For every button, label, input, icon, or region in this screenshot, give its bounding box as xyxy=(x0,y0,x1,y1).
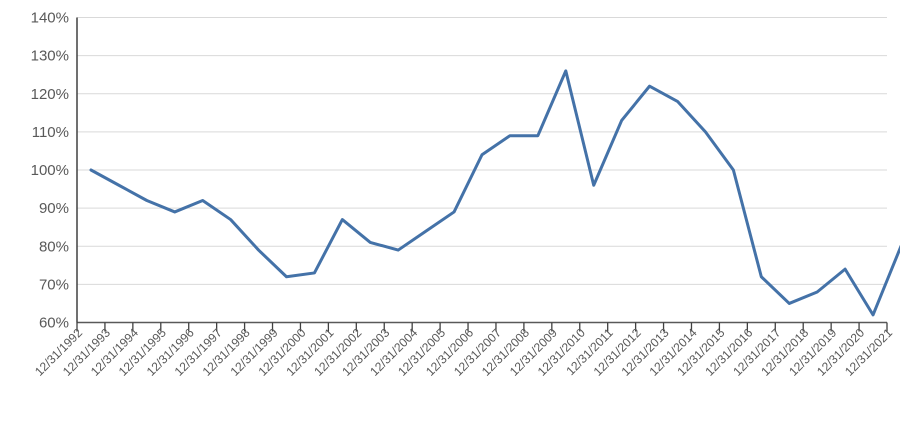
svg-text:140%: 140% xyxy=(31,10,69,27)
svg-text:120%: 120% xyxy=(31,86,69,103)
svg-text:130%: 130% xyxy=(31,48,69,65)
svg-text:80%: 80% xyxy=(39,238,69,255)
svg-text:90%: 90% xyxy=(39,200,69,217)
svg-text:100%: 100% xyxy=(31,162,69,179)
svg-text:60%: 60% xyxy=(39,315,69,332)
svg-text:70%: 70% xyxy=(39,276,69,293)
svg-text:110%: 110% xyxy=(32,124,69,141)
